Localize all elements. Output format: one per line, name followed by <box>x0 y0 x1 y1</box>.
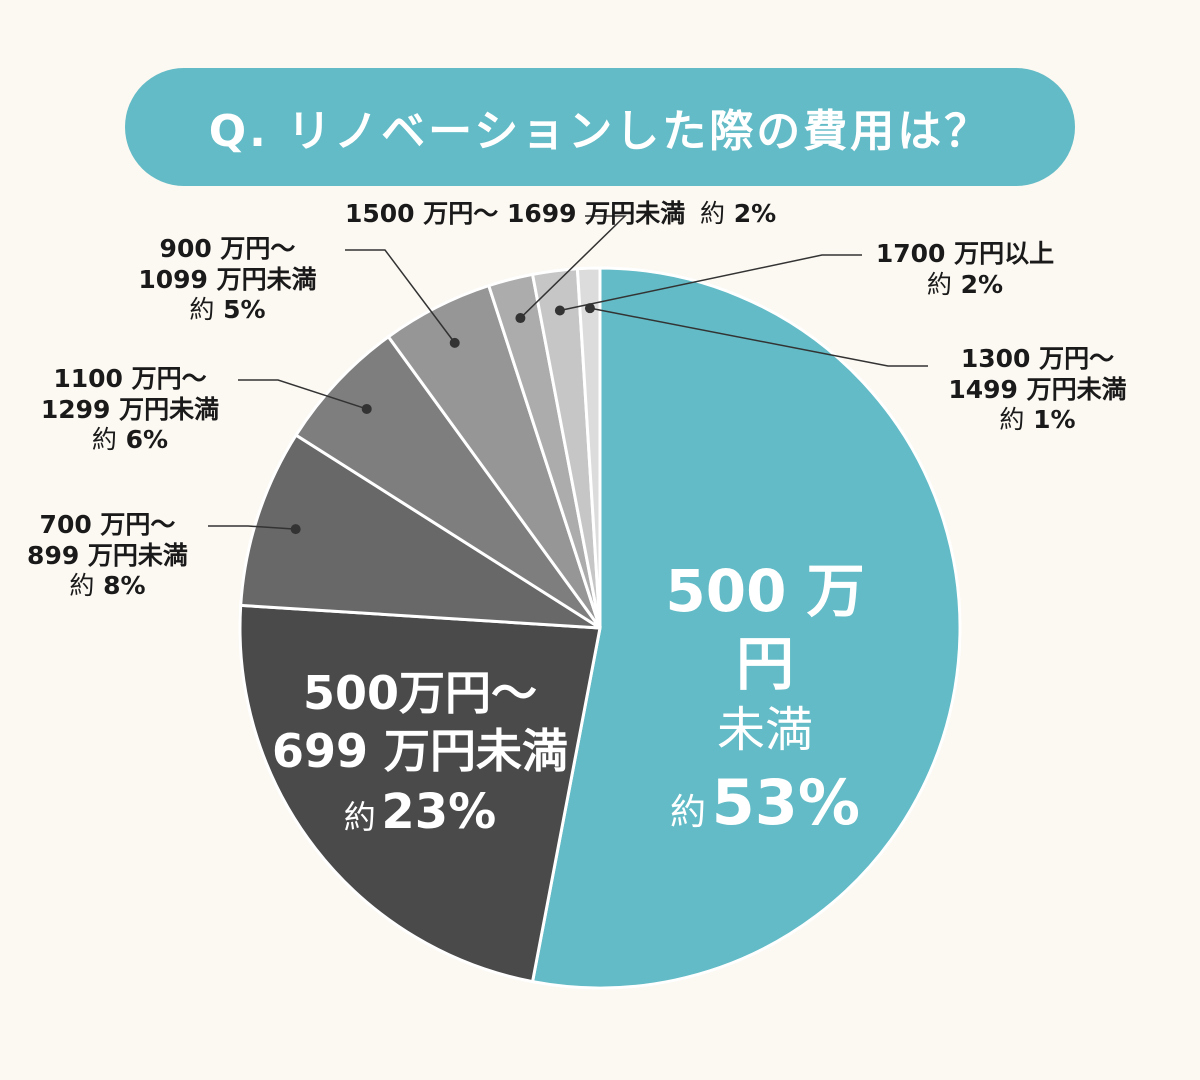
pie-slice-500-under <box>530 266 962 990</box>
label-line: 1500 万円～ 1699 万円未満 <box>345 199 686 228</box>
leader-dot-900-1099 <box>449 337 460 348</box>
leader-line-700-899 <box>208 525 296 530</box>
label-line: 699 万円未満 <box>271 723 569 778</box>
label-prefix: 約 <box>670 792 707 833</box>
label-percent: 2% <box>960 269 1004 299</box>
chart-title: Q. リノベーションした際の費用は？ <box>208 106 992 157</box>
label-percent: 6% <box>125 425 169 454</box>
label-percent: 8% <box>103 571 146 600</box>
pie-slice-700-899 <box>239 433 601 630</box>
label-line: 1300 万円～ <box>960 344 1115 373</box>
label-line: 700 万円～ <box>39 510 176 539</box>
label-prefix: 約 <box>999 405 1025 434</box>
leader-line-900-1099 <box>345 249 456 344</box>
label-line: 900 万円～ <box>159 234 296 263</box>
label-percent: 1% <box>1033 405 1076 434</box>
leader-line-1100-1299 <box>238 379 367 410</box>
slice-label-500-under: 500 万円 未満 約 53% <box>640 555 890 842</box>
leader-dot-1300-1499 <box>584 303 595 314</box>
label-percent: 23% <box>381 784 497 840</box>
slice-label-1100-1299: 1100 万円～ 1299 万円未満 約 6% <box>25 364 235 456</box>
label-line: 1100 万円～ <box>53 364 207 393</box>
leader-dot-1100-1299 <box>361 403 372 414</box>
pie-slice-500-699 <box>238 603 602 984</box>
label-prefix: 約 <box>343 798 376 836</box>
slice-label-900-1099: 900 万円～ 1099 万円未満 約 5% <box>120 234 335 326</box>
label-percent: 53% <box>711 766 860 839</box>
label-line: 899 万円未満 <box>27 540 188 570</box>
label-prefix: 約 <box>189 295 215 324</box>
pie-slice-1300-1499 <box>575 266 602 629</box>
label-line: 未満 <box>716 702 813 758</box>
leader-line-1700-over <box>559 254 862 312</box>
label-line: 1700 万円以上 <box>875 239 1055 268</box>
leader-line-1300-1499 <box>589 307 928 367</box>
slice-label-700-899: 700 万円～ 899 万円未満 約 8% <box>10 510 205 602</box>
leader-dot-700-899 <box>290 524 301 535</box>
leader-line-1500-1699 <box>519 215 627 319</box>
slice-label-1700-over: 1700 万円以上 約 2% <box>870 239 1060 300</box>
label-percent: 2% <box>733 199 777 228</box>
label-prefix: 約 <box>69 571 95 600</box>
label-line: 500 万円 <box>665 557 865 698</box>
leader-dot-1700-over <box>554 305 565 316</box>
leader-dot-1500-1699 <box>515 313 526 324</box>
title-banner: Q. リノベーションした際の費用は？ <box>125 68 1075 186</box>
label-percent: 5% <box>223 295 266 324</box>
label-line: 1499 万円未満 <box>948 374 1127 404</box>
slice-label-500-699: 500万円～ 699 万円未満 約 23% <box>270 665 570 842</box>
label-prefix: 約 <box>700 199 726 228</box>
slice-label-1500-1699: 1500 万円～ 1699 万円未満 約 2% <box>345 199 825 230</box>
label-line: 500万円～ <box>302 666 538 720</box>
label-prefix: 約 <box>926 269 952 299</box>
label-line: 1099 万円未満 <box>138 264 317 294</box>
label-line: 1299 万円未満 <box>40 394 220 424</box>
pie-slice-1100-1299 <box>293 334 602 630</box>
slice-label-1300-1499: 1300 万円～ 1499 万円未満 約 1% <box>930 344 1145 436</box>
label-prefix: 約 <box>91 425 117 454</box>
